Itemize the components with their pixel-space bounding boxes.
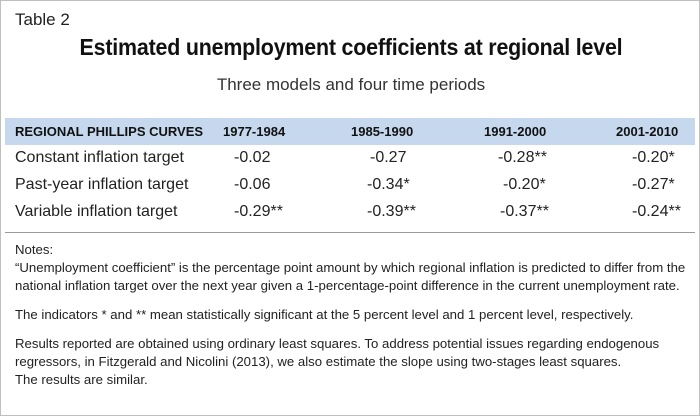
row-value: -0.34* bbox=[367, 176, 410, 193]
notes-method-line: The results are similar. bbox=[15, 372, 148, 387]
row-value: -0.28** bbox=[498, 149, 547, 166]
row-value: -0.06 bbox=[234, 176, 271, 193]
table-number-label: Table 2 bbox=[15, 10, 70, 29]
row-value: -0.39** bbox=[367, 203, 416, 220]
header-period-3: 1991-2000 bbox=[484, 124, 547, 139]
row-value: -0.02 bbox=[234, 149, 271, 166]
row-value: -0.37** bbox=[500, 203, 549, 220]
row-label: Variable inflation target bbox=[15, 203, 178, 220]
table-row: Constant inflation target -0.02 -0.27 -0… bbox=[5, 146, 695, 173]
row-value: -0.27* bbox=[632, 176, 675, 193]
header-period-4: 2001-2010 bbox=[616, 124, 679, 139]
row-value: -0.20* bbox=[632, 149, 675, 166]
header-period-1: 1977-1984 bbox=[223, 124, 286, 139]
header-row-label: REGIONAL PHILLIPS CURVES bbox=[15, 124, 204, 139]
notes-method-line: Results reported are obtained using ordi… bbox=[15, 336, 660, 351]
notes-definition-line: “Unemployment coefficient” is the percen… bbox=[15, 260, 686, 275]
notes-definition-line: national inflation target over the next … bbox=[15, 278, 680, 293]
table-row: Variable inflation target -0.29** -0.39*… bbox=[5, 200, 695, 227]
table-header-row: REGIONAL PHILLIPS CURVES 1977-1984 1985-… bbox=[5, 118, 695, 145]
notes-method-line: regressors, in Fitzgerald and Nicolini (… bbox=[15, 354, 622, 369]
row-value: -0.20* bbox=[503, 176, 546, 193]
table-row: Past-year inflation target -0.06 -0.34* … bbox=[5, 173, 695, 200]
notes-heading: Notes: bbox=[15, 242, 54, 257]
row-label: Past-year inflation target bbox=[15, 176, 189, 193]
table-subtitle: Three models and four time periods bbox=[216, 75, 486, 94]
notes-significance: The indicators * and ** mean statistical… bbox=[15, 307, 634, 322]
row-value: -0.29** bbox=[234, 203, 283, 220]
row-label: Constant inflation target bbox=[15, 149, 184, 166]
row-value: -0.24** bbox=[632, 203, 681, 220]
table-title: Estimated unemployment coefficients at r… bbox=[79, 34, 623, 60]
table-notes: Notes: “Unemployment coefficient” is the… bbox=[15, 241, 695, 389]
header-period-2: 1985-1990 bbox=[351, 124, 414, 139]
table-divider bbox=[5, 232, 695, 233]
row-value: -0.27 bbox=[370, 149, 407, 166]
